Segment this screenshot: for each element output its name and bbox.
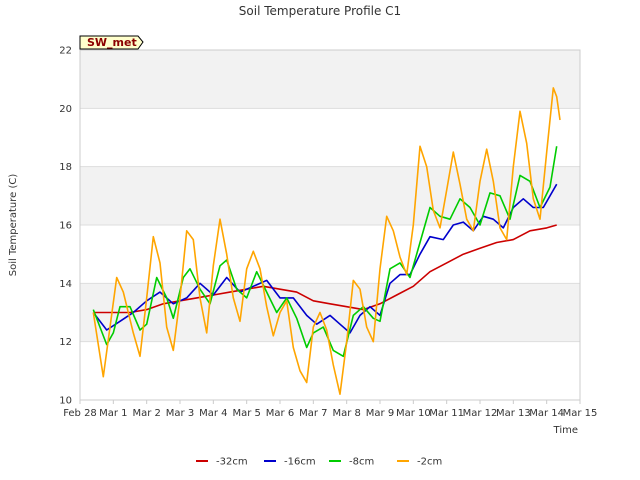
series-line-minus-2cm <box>92 87 561 395</box>
x-axis-label: Time <box>553 425 578 436</box>
x-tick-label: Mar 7 <box>299 408 327 419</box>
x-tick-label: Mar 11 <box>429 408 464 419</box>
legend-label: -2cm <box>417 457 442 468</box>
sw-met-badge: SW_met <box>79 35 144 50</box>
legend-label: -32cm <box>216 457 248 468</box>
x-tick-label: Mar 13 <box>496 408 531 419</box>
x-tick-label: Mar 4 <box>199 408 227 419</box>
y-axis-label: Soil Temperature (C) <box>8 174 19 277</box>
x-tick-label: Mar 3 <box>166 408 194 419</box>
legend-label: -8cm <box>349 457 374 468</box>
plot-band <box>80 50 580 109</box>
y-tick-label: 10 <box>59 396 72 407</box>
y-axis-ticks: 10 12 14 16 18 20 22 <box>59 46 72 407</box>
series-line-minus-8cm <box>92 146 558 358</box>
plot-band <box>80 283 580 342</box>
x-tick-label: Mar 9 <box>366 408 394 419</box>
legend-label: -16cm <box>284 457 316 468</box>
badge-shape <box>79 35 144 50</box>
plot-band <box>80 166 580 225</box>
chart-title: Soil Temperature Profile C1 <box>239 4 401 18</box>
y-tick-label: 18 <box>59 162 72 173</box>
x-tick-label: Mar 10 <box>396 408 431 419</box>
x-axis-ticks: Feb 28 Mar 1 Mar 2 Mar 3 Mar 4 Mar 5 Mar 6 Mar … <box>63 400 597 419</box>
x-tick-label: Mar 6 <box>266 408 294 419</box>
series-line-minus-32cm <box>93 224 557 314</box>
plot-frame <box>79 49 581 401</box>
y-tick-label: 22 <box>59 46 72 57</box>
x-tick-label: Mar 2 <box>132 408 160 419</box>
legend: -32cm -16cm -8cm -2cm <box>196 457 442 468</box>
plot-bands <box>80 50 580 342</box>
x-tick-label: Mar 1 <box>99 408 127 419</box>
x-tick-label: Feb 28 <box>63 408 97 419</box>
badge-label: SW_met <box>87 36 137 49</box>
series-line-minus-16cm <box>92 183 558 334</box>
y-tick-label: 14 <box>59 279 72 290</box>
x-tick-label: Mar 14 <box>529 408 564 419</box>
x-tick-label: Mar 15 <box>563 408 598 419</box>
x-tick-label: Mar 5 <box>232 408 260 419</box>
y-tick-label: 16 <box>59 221 72 232</box>
series-lines <box>92 87 561 395</box>
x-tick-label: Mar 8 <box>332 408 360 419</box>
x-tick-label: Mar 12 <box>463 408 498 419</box>
y-tick-label: 12 <box>59 337 72 348</box>
y-tick-label: 20 <box>59 104 72 115</box>
